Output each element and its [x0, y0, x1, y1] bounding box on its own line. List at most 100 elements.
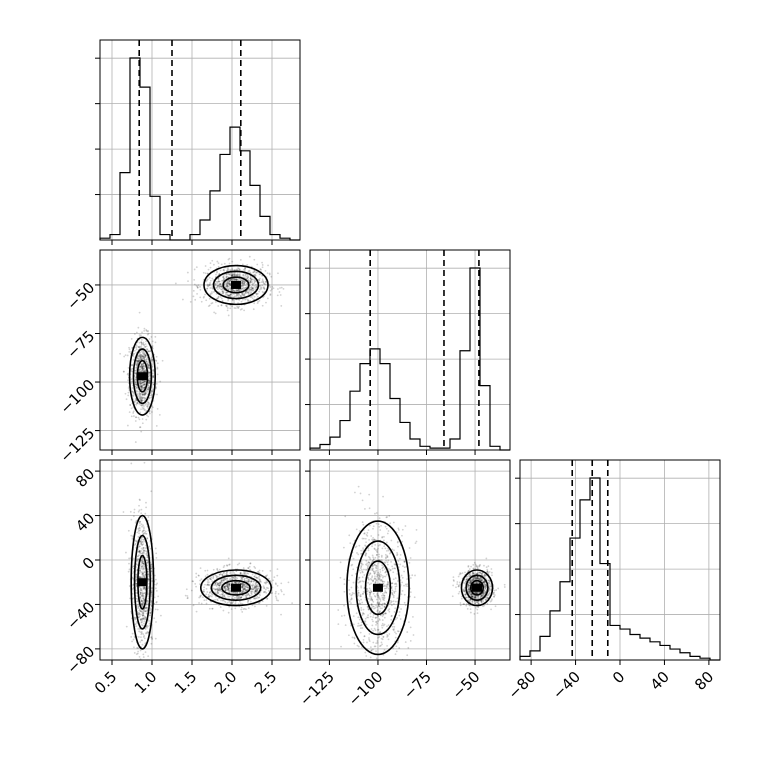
- density-contour: [222, 276, 250, 294]
- sample-point: [366, 616, 369, 619]
- sample-point: [213, 584, 216, 587]
- sample-point: [365, 623, 368, 626]
- sample-point: [230, 602, 233, 605]
- sample-point: [383, 623, 386, 626]
- sample-point: [140, 385, 143, 388]
- sample-point: [404, 641, 407, 643]
- sample-point: [135, 366, 138, 369]
- sample-point: [210, 576, 213, 579]
- sample-point: [146, 556, 149, 559]
- sample-point: [141, 544, 144, 546]
- sample-point: [396, 540, 399, 543]
- sample-point: [223, 277, 226, 280]
- sample-point: [253, 295, 256, 298]
- sample-point: [224, 585, 227, 588]
- sample-point: [251, 281, 254, 283]
- sample-point: [249, 277, 252, 280]
- sample-point: [241, 573, 244, 576]
- sample-point: [386, 561, 389, 564]
- sample-point: [223, 587, 226, 590]
- sample-point: [367, 529, 370, 532]
- sample-point: [258, 290, 261, 293]
- sample-point: [224, 285, 227, 288]
- sample-point: [197, 284, 200, 287]
- sample-point: [220, 297, 223, 300]
- sample-point: [275, 599, 278, 601]
- sample-point: [241, 585, 244, 588]
- sample-point: [133, 352, 135, 355]
- sample-point: [385, 585, 388, 588]
- sample-point: [280, 590, 283, 593]
- sample-point: [380, 573, 382, 576]
- sample-point: [255, 587, 257, 590]
- sample-point: [384, 553, 387, 556]
- sample-point: [378, 578, 381, 581]
- sample-point: [145, 552, 148, 554]
- sample-point: [241, 287, 244, 290]
- sample-point: [227, 586, 230, 589]
- sample-point: [139, 356, 142, 358]
- sample-point: [252, 289, 255, 291]
- sample-point: [206, 279, 208, 282]
- sample-point: [214, 598, 216, 601]
- sample-point: [455, 586, 457, 589]
- sample-point: [350, 598, 353, 600]
- sample-point: [463, 589, 466, 592]
- sample-point: [138, 352, 141, 354]
- sample-point: [356, 665, 358, 667]
- sample-point: [136, 386, 139, 389]
- sample-point: [372, 579, 374, 582]
- sample-point: [215, 585, 218, 587]
- sample-point: [254, 273, 256, 276]
- sample-point: [142, 567, 145, 569]
- sample-point: [217, 592, 220, 595]
- sample-point: [371, 599, 374, 601]
- sample-point: [139, 598, 142, 600]
- sample-point: [393, 603, 395, 605]
- sample-point: [373, 572, 376, 575]
- sample-point: [228, 283, 231, 286]
- sample-point: [136, 386, 139, 389]
- sample-point: [207, 305, 210, 308]
- sample-point: [222, 292, 225, 295]
- sample-point: [259, 578, 261, 581]
- sample-point: [252, 583, 254, 586]
- sample-point: [135, 560, 138, 563]
- sample-point: [484, 574, 487, 577]
- x-tick-label: 0: [609, 668, 628, 687]
- sample-point: [144, 354, 147, 357]
- sample-point: [227, 279, 230, 282]
- sample-point: [267, 264, 269, 267]
- sample-point: [142, 343, 145, 346]
- sample-point: [247, 270, 250, 273]
- sample-point: [142, 611, 145, 614]
- sample-point: [473, 561, 476, 564]
- sample-point: [474, 563, 477, 566]
- sample-point: [231, 277, 234, 280]
- sample-point: [476, 577, 479, 580]
- sample-point: [216, 270, 218, 273]
- sample-point: [143, 386, 146, 389]
- sample-point: [205, 587, 208, 590]
- sample-point: [129, 557, 132, 560]
- sample-point: [140, 355, 142, 357]
- sample-point: [212, 574, 215, 577]
- sample-point: [235, 597, 237, 599]
- sample-point: [142, 404, 145, 406]
- sample-point: [140, 631, 143, 633]
- sample-point: [138, 550, 141, 553]
- sample-point: [182, 298, 184, 301]
- sample-point: [135, 362, 137, 365]
- sample-point: [382, 593, 384, 595]
- sample-point: [216, 297, 218, 300]
- sample-point: [214, 588, 217, 591]
- sample-point: [143, 380, 146, 383]
- sample-point: [140, 623, 143, 626]
- sample-point: [376, 553, 378, 556]
- sample-point: [217, 280, 220, 283]
- sample-point: [478, 577, 481, 580]
- sample-point: [138, 346, 140, 349]
- sample-point: [229, 602, 232, 605]
- sample-point: [219, 572, 222, 575]
- sample-point: [339, 576, 342, 579]
